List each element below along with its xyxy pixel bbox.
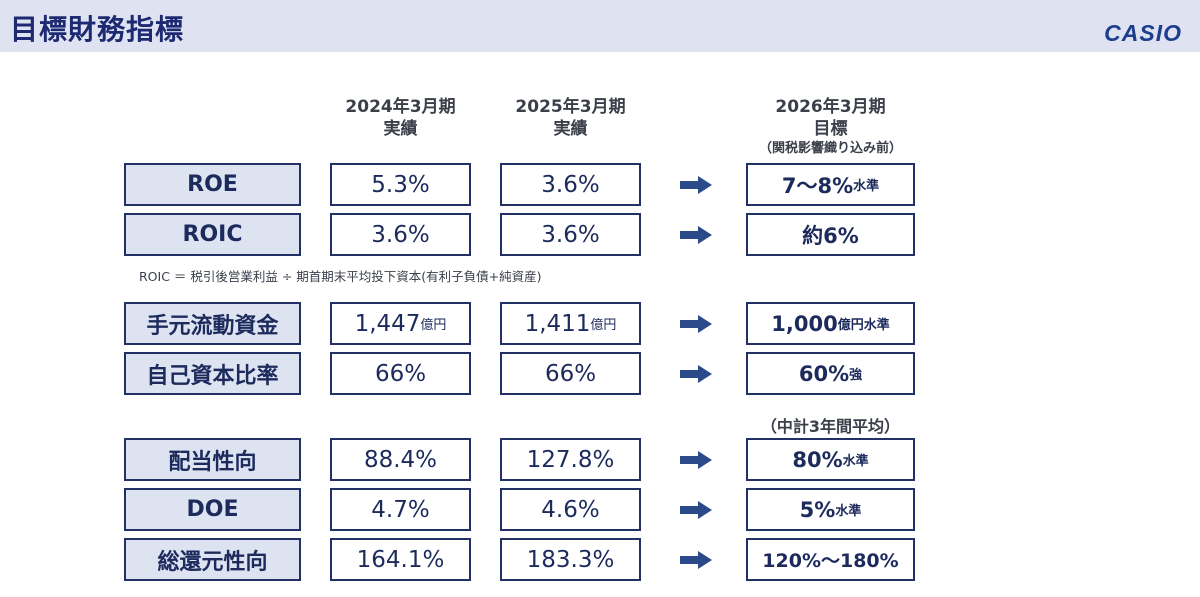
roe-target-value: 7～8% 水準 — [746, 163, 915, 206]
equity-ratio-target-suffix: 強 — [849, 368, 863, 383]
arrow-right-icon — [680, 226, 712, 244]
column-header-fy2026-type: 目標 — [813, 119, 848, 139]
column-header-fy2025-period: 2025年3月期 — [515, 97, 626, 117]
roic-target-main: 約6% — [802, 223, 859, 248]
midterm-average-note: （中計3年間平均） — [760, 417, 901, 436]
liquidity-fy2025-number: 1,411 — [524, 310, 591, 337]
liquidity-fy2025-value: 1,411 億円 — [500, 302, 641, 345]
equity-ratio-fy2024-value: 66% — [330, 352, 471, 395]
row-label-roe: ROE — [124, 163, 301, 206]
liquidity-target-suffix: 億円水準 — [837, 318, 890, 333]
row-label-payout-ratio: 配当性向 — [124, 438, 301, 481]
column-header-fy2026: 2026年3月期 目標 （関税影響織り込み前） — [726, 96, 935, 158]
arrow-right-icon — [680, 365, 712, 383]
payout-ratio-target-value: 80% 水準 — [746, 438, 915, 481]
row-label-total-return-ratio: 総還元性向 — [124, 538, 301, 581]
total-return-fy2024-value: 164.1% — [330, 538, 471, 581]
doe-target-suffix: 水準 — [835, 504, 862, 519]
column-header-fy2024-period: 2024年3月期 — [345, 97, 456, 117]
equity-ratio-target-value: 60% 強 — [746, 352, 915, 395]
arrow-right-icon — [680, 501, 712, 519]
payout-ratio-target-main: 80% — [792, 447, 843, 472]
row-label-equity-ratio: 自己資本比率 — [124, 352, 301, 395]
doe-fy2024-value: 4.7% — [330, 488, 471, 531]
arrow-right-icon — [680, 551, 712, 569]
column-header-fy2024: 2024年3月期 実績 — [320, 96, 481, 140]
payout-ratio-fy2025-value: 127.8% — [500, 438, 641, 481]
arrow-right-icon — [680, 315, 712, 333]
equity-ratio-fy2025-value: 66% — [500, 352, 641, 395]
doe-target-main: 5% — [799, 497, 836, 522]
roe-target-main: 7～8% — [781, 173, 854, 198]
arrow-right-icon — [680, 176, 712, 194]
column-header-fy2026-note: （関税影響織り込み前） — [758, 141, 902, 156]
liquidity-fy2024-value: 1,447 億円 — [330, 302, 471, 345]
liquidity-fy2024-unit: 億円 — [420, 318, 447, 333]
payout-ratio-fy2024-value: 88.4% — [330, 438, 471, 481]
payout-ratio-target-suffix: 水準 — [842, 454, 869, 469]
roe-fy2025-value: 3.6% — [500, 163, 641, 206]
total-return-target-value: 120%～180% — [746, 538, 915, 581]
liquidity-target-main: 1,000 — [771, 311, 838, 336]
doe-fy2025-value: 4.6% — [500, 488, 641, 531]
roic-fy2025-value: 3.6% — [500, 213, 641, 256]
roe-fy2024-value: 5.3% — [330, 163, 471, 206]
row-label-liquidity: 手元流動資金 — [124, 302, 301, 345]
arrow-right-icon — [680, 451, 712, 469]
column-header-fy2025-type: 実績 — [553, 119, 588, 139]
equity-ratio-target-main: 60% — [798, 361, 850, 386]
casio-logo: CASIO — [1104, 20, 1182, 46]
page-title: 目標財務指標 — [10, 13, 185, 46]
roic-target-value: 約6% — [746, 213, 915, 256]
row-label-doe: DOE — [124, 488, 301, 531]
liquidity-target-value: 1,000 億円水準 — [746, 302, 915, 345]
total-return-target-main: 120%～180% — [762, 550, 899, 572]
roic-fy2024-value: 3.6% — [330, 213, 471, 256]
total-return-fy2025-value: 183.3% — [500, 538, 641, 581]
roe-target-suffix: 水準 — [853, 179, 880, 194]
column-header-fy2026-period: 2026年3月期 — [775, 97, 886, 117]
doe-target-value: 5% 水準 — [746, 488, 915, 531]
column-header-fy2025: 2025年3月期 実績 — [490, 96, 651, 140]
row-label-roic: ROIC — [124, 213, 301, 256]
column-header-fy2024-type: 実績 — [383, 119, 418, 139]
liquidity-fy2025-unit: 億円 — [590, 318, 617, 333]
header-bar: 目標財務指標 CASIO — [0, 0, 1200, 52]
roic-definition-note: ROIC ＝ 税引後営業利益 ÷ 期首期末平均投下資本(有利子負債+純資産) — [139, 269, 542, 284]
liquidity-fy2024-number: 1,447 — [354, 310, 421, 337]
